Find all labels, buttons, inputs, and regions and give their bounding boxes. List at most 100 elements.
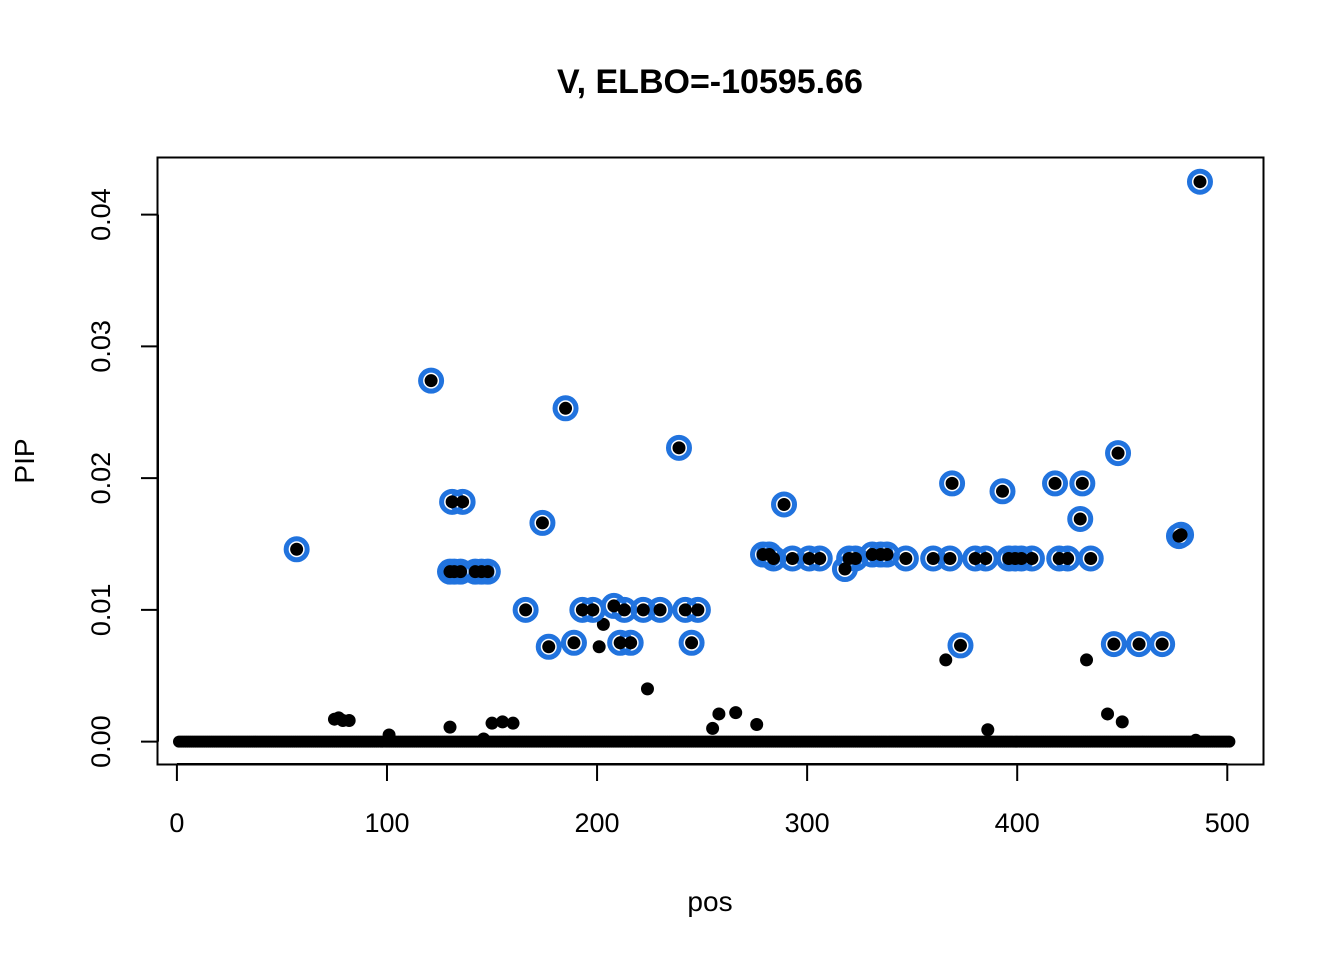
data-point: [1155, 637, 1169, 651]
data-point: [1080, 653, 1094, 667]
highlight-ring: [665, 434, 692, 461]
highlight-ring: [1186, 168, 1213, 195]
y-tick-label: 0.02: [86, 452, 116, 505]
data-point: [785, 551, 799, 565]
highlight-ring: [947, 632, 974, 659]
data-point: [382, 728, 396, 742]
y-axis-title: PIP: [9, 438, 40, 483]
y-tick-label: 0.00: [86, 715, 116, 768]
data-point: [712, 707, 726, 721]
data-point: [996, 484, 1010, 498]
data-point: [1014, 551, 1028, 565]
data-point: [586, 603, 600, 617]
data-point: [636, 603, 650, 617]
x-axis-title: pos: [687, 886, 732, 917]
y-tick-label: 0.04: [86, 188, 116, 241]
data-point: [542, 640, 556, 654]
data-point: [981, 723, 995, 737]
data-point: [899, 551, 913, 565]
data-point: [1101, 707, 1115, 721]
data-point: [424, 374, 438, 388]
data-point: [613, 636, 627, 650]
y-axis: 0.00 0.01 0.02 0.03 0.04: [86, 188, 159, 768]
highlight-ring: [418, 367, 445, 394]
data-point: [945, 476, 959, 490]
data-point: [691, 603, 705, 617]
data-point: [1111, 446, 1125, 460]
data-point: [1115, 715, 1129, 729]
highlight-ring: [939, 470, 966, 497]
highlight-ring: [529, 509, 556, 536]
data-point: [767, 551, 781, 565]
highlight-ring: [1105, 440, 1132, 467]
highlight-ring: [560, 629, 587, 656]
data-point: [342, 714, 356, 728]
data-point: [506, 716, 520, 730]
data-point: [290, 542, 304, 556]
data-point: [596, 617, 610, 631]
highlight-ring: [1100, 631, 1127, 658]
data-point: [953, 638, 967, 652]
highlight-ring: [892, 545, 919, 572]
data-point: [706, 721, 720, 735]
data-point: [592, 640, 606, 654]
plot-frame: [156, 156, 1265, 766]
data-point: [777, 497, 791, 511]
data-points: [173, 168, 1236, 748]
highlight-ring: [989, 478, 1016, 505]
x-tick-label: 100: [364, 808, 409, 838]
highlight-ring: [552, 395, 579, 422]
y-tick-label: 0.01: [86, 584, 116, 637]
data-point: [685, 636, 699, 650]
data-point: [567, 636, 581, 650]
highlight-ring: [1069, 470, 1096, 497]
highlight-ring: [1168, 521, 1195, 548]
data-point: [559, 401, 573, 415]
data-point: [653, 603, 667, 617]
data-point: [1107, 637, 1121, 651]
data-point: [496, 715, 510, 729]
data-point: [445, 495, 459, 509]
highlight-ring: [771, 491, 798, 518]
y-tick-label: 0.03: [86, 320, 116, 373]
x-tick-label: 200: [575, 808, 620, 838]
data-point: [1223, 735, 1236, 748]
data-point: [880, 548, 894, 562]
data-point: [848, 551, 862, 565]
data-point: [1193, 175, 1207, 189]
data-point: [607, 599, 621, 613]
x-axis: 0 100 200 300 400 500: [169, 763, 1250, 838]
highlight-ring: [1149, 631, 1176, 658]
data-point: [477, 732, 491, 746]
data-point: [443, 720, 457, 734]
data-point: [485, 716, 499, 730]
data-point: [1174, 528, 1188, 542]
data-point: [943, 551, 957, 565]
x-tick-label: 500: [1205, 808, 1250, 838]
highlight-ring: [535, 633, 562, 660]
highlight-ring: [1067, 505, 1094, 532]
data-point: [729, 706, 743, 720]
data-point: [535, 516, 549, 530]
highlight-ring: [1042, 470, 1069, 497]
data-point: [1073, 512, 1087, 526]
data-point: [624, 636, 638, 650]
data-point: [481, 565, 495, 579]
data-point: [1075, 476, 1089, 490]
highlight-ring: [512, 596, 539, 623]
data-point: [979, 551, 993, 565]
data-point: [1061, 551, 1075, 565]
data-point: [939, 653, 953, 667]
data-point: [672, 441, 686, 455]
data-point: [1084, 551, 1098, 565]
data-point: [640, 682, 654, 696]
data-point: [1132, 637, 1146, 651]
data-point: [926, 551, 940, 565]
data-point: [519, 603, 533, 617]
data-point: [575, 603, 589, 617]
data-point: [456, 495, 470, 509]
data-point: [750, 717, 764, 731]
data-point: [968, 551, 982, 565]
data-point: [454, 565, 468, 579]
